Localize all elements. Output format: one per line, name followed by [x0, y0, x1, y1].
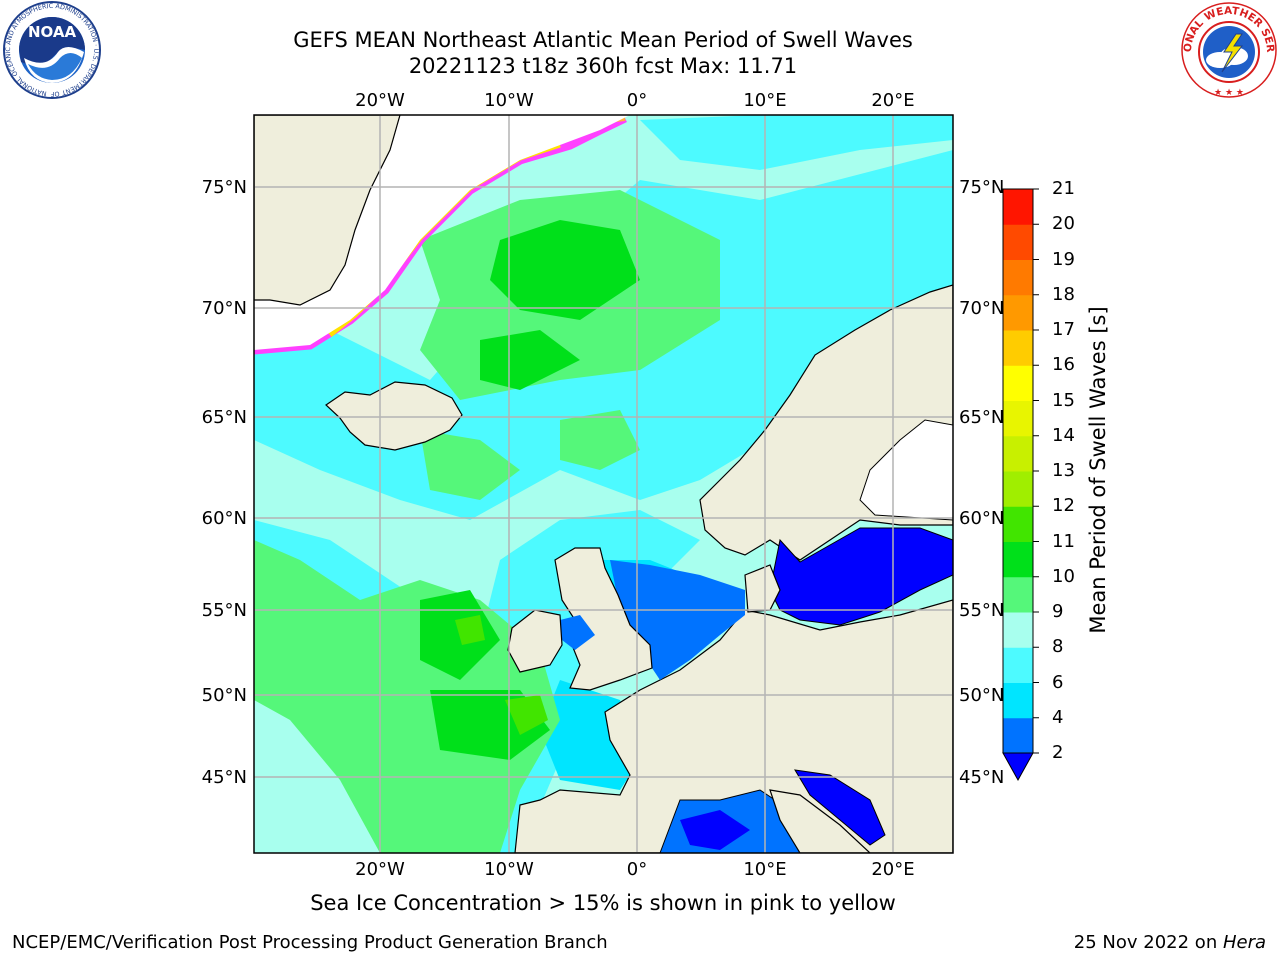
colorbar-label: 15	[1052, 389, 1075, 411]
lon-tick-top: 20°E	[871, 90, 914, 111]
lat-tick-right: 75°N	[959, 177, 1004, 198]
lat-tick-left: 75°N	[202, 177, 247, 198]
colorbar-under-extend	[1002, 752, 1034, 782]
svg-text:★ ★ ★: ★ ★ ★	[1214, 88, 1244, 98]
lon-tick-top: 0°	[627, 90, 647, 111]
colorbar-label: 13	[1052, 460, 1075, 481]
colorbar-segment	[1003, 682, 1033, 719]
sea-ice-footnote: Sea Ice Concentration > 15% is shown in …	[310, 891, 896, 915]
lat-tick-left: 45°N	[202, 767, 247, 788]
lat-tick-right: 60°N	[959, 508, 1004, 529]
lat-tick-right: 45°N	[959, 767, 1004, 788]
colorbar-label: 14	[1052, 424, 1075, 446]
lon-tick-bottom: 10°W	[484, 859, 534, 880]
lat-tick-right: 50°N	[959, 685, 1004, 706]
colorbar-segment	[1003, 576, 1033, 613]
lat-tick-left: 55°N	[202, 600, 247, 621]
greenland-land	[254, 115, 401, 306]
colorbar-segment	[1003, 259, 1033, 296]
colorbar-segment	[1003, 435, 1033, 472]
colorbar-label: 12	[1052, 495, 1075, 517]
noaa-logo-text: NOAA	[28, 23, 77, 41]
colorbar-label: 6	[1052, 671, 1064, 693]
map-frame	[253, 114, 954, 854]
footer-host: Hera	[1222, 932, 1266, 953]
colorbar-label: 4	[1052, 706, 1064, 728]
map-gridlines	[254, 115, 953, 853]
iceland-land	[325, 381, 463, 451]
chart-subtitle: 20221123 t18z 360h fcst Max: 11.71	[408, 54, 798, 78]
footer-date-text: 25 Nov 2022 on	[1073, 932, 1223, 953]
adriatic-sea	[794, 769, 886, 846]
colorbar-label: 2	[1052, 742, 1064, 763]
colorbar-segment	[1003, 330, 1033, 366]
colorbar-label: 17	[1052, 319, 1075, 340]
colorbar-label: 10	[1052, 565, 1075, 587]
colorbar-label: 18	[1052, 283, 1075, 305]
noaa-logo: NATIONAL OCEANIC AND ATMOSPHERIC ADMINIS…	[0, 0, 101, 99]
colorbar-label: 9	[1052, 601, 1064, 622]
colorbar-label: 19	[1052, 248, 1075, 270]
colorbar-title: Mean Period of Swell Waves [s]	[1086, 306, 1110, 634]
footer-credit: NCEP/EMC/Verification Post Processing Pr…	[12, 932, 608, 953]
lon-tick-bottom: 20°W	[355, 859, 405, 880]
ireland-land	[507, 609, 563, 673]
colorbar-label: 8	[1052, 636, 1064, 658]
colorbar-segment	[1003, 717, 1033, 754]
colorbar-segment	[1003, 647, 1033, 683]
colorbar-label: 20	[1052, 213, 1075, 235]
colorbar-label: 16	[1052, 354, 1075, 376]
chart-title: GEFS MEAN Northeast Atlantic Mean Period…	[293, 28, 913, 52]
lat-tick-left: 60°N	[202, 508, 247, 529]
colorbar-segment	[1003, 400, 1033, 437]
lon-tick-top: 20°W	[355, 90, 405, 111]
lat-tick-left: 50°N	[202, 685, 247, 706]
lon-tick-bottom: 20°E	[871, 859, 914, 880]
lon-tick-bottom: 10°E	[743, 859, 786, 880]
lat-tick-right: 55°N	[959, 600, 1004, 621]
lat-tick-left: 70°N	[202, 298, 247, 319]
footer-date: 25 Nov 2022 on Hera	[1074, 932, 1266, 953]
colorbar-segment	[1003, 224, 1033, 260]
colorbar-label: 21	[1052, 178, 1075, 199]
lon-tick-top: 10°E	[743, 90, 786, 111]
lat-tick-left: 65°N	[202, 407, 247, 428]
colorbar-segment	[1003, 506, 1033, 542]
colorbar-label: 11	[1052, 530, 1075, 552]
colorbar-segment	[1003, 471, 1033, 507]
lat-tick-right: 65°N	[959, 407, 1004, 428]
lon-tick-top: 10°W	[484, 90, 534, 111]
colorbar-segment	[1003, 612, 1033, 648]
baltic-sea	[769, 527, 953, 626]
lat-tick-right: 70°N	[959, 298, 1004, 319]
lon-tick-bottom: 0°	[627, 859, 647, 880]
colorbar-segment	[1003, 294, 1033, 331]
colorbar	[1002, 188, 1039, 782]
colorbar-segment	[1003, 189, 1033, 225]
nws-logo: NATIONAL WEATHER SERVICE ★ ★ ★	[1178, 0, 1277, 98]
colorbar-segment	[1003, 541, 1033, 578]
colorbar-segment	[1003, 365, 1033, 401]
